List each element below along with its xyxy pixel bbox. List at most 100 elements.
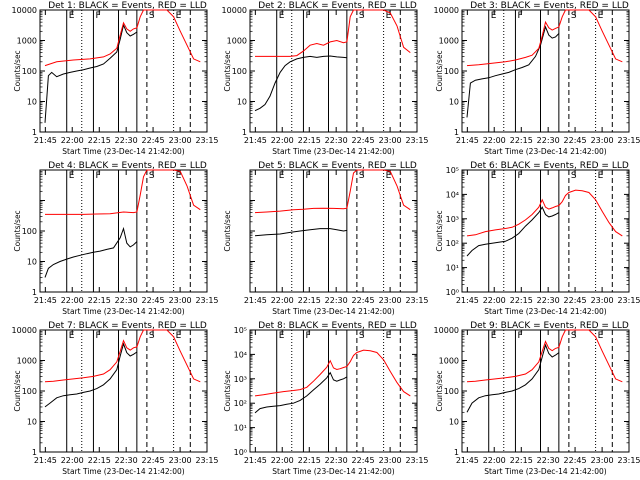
- series-line-events: [254, 55, 347, 112]
- x-tick-label: 21:45: [34, 136, 57, 145]
- x-tick-label: 22:15: [510, 456, 533, 465]
- x-tick-label: 21:45: [456, 136, 479, 145]
- detector-panel-9: Det 9: BLACK = Events, RED = LLD 1 10 100 10…: [434, 321, 640, 476]
- x-tick-label: 22:30: [325, 296, 348, 305]
- panel-title: Det 4: BLACK = Events, RED = LLD: [48, 161, 207, 171]
- y-axis-label: Counts/sec: [435, 210, 444, 251]
- flag-letter: E: [176, 171, 182, 181]
- y-axis-label: Counts/sec: [223, 50, 232, 91]
- panel-title: Det 7: BLACK = Events, RED = LLD: [48, 321, 207, 331]
- flag-letter: F: [95, 11, 100, 21]
- x-tick-label: 21:45: [456, 296, 479, 305]
- flag-letter: E: [279, 331, 285, 341]
- x-tick-label: 22:00: [61, 296, 84, 305]
- x-tick-label: 23:15: [405, 456, 428, 465]
- x-tick-label: 22:00: [271, 456, 294, 465]
- y-tick-label: 1: [454, 448, 459, 457]
- flag-letter: E: [386, 171, 392, 181]
- y-tick-label: 10000: [12, 6, 37, 15]
- x-tick-label: 22:15: [510, 136, 533, 145]
- series-line-lld: [466, 9, 623, 67]
- y-tick-label: 1000: [439, 357, 459, 366]
- series-line-events: [44, 23, 138, 123]
- panel-title: Det 1: BLACK = Events, RED = LLD: [48, 1, 207, 11]
- x-tick-label: 23:15: [617, 136, 640, 145]
- flag-letter: E: [598, 11, 604, 21]
- x-axis-label: Start Time (23-Dec-14 21:42:00): [484, 307, 606, 316]
- x-tick-label: 22:45: [352, 296, 375, 305]
- detector-panel-6: Det 6: BLACK = Events, RED = LLD 10⁰ 10¹ 10…: [435, 161, 640, 316]
- x-tick-label: 23:00: [169, 456, 192, 465]
- x-tick-label: 22:45: [352, 136, 375, 145]
- detector-panel-5: Det 5: BLACK = Events, RED = LLD 21:45 22:…: [223, 161, 429, 316]
- flag-letter: E: [69, 11, 75, 21]
- y-tick-label: 10⁵: [234, 326, 247, 335]
- x-tick-label: 21:45: [244, 456, 267, 465]
- x-tick-label: 22:15: [298, 136, 321, 145]
- x-tick-label: 23:15: [617, 456, 640, 465]
- y-tick-label: 10⁴: [446, 190, 459, 199]
- y-tick-label: 100: [22, 67, 37, 76]
- y-axis-label: Counts/sec: [13, 370, 22, 411]
- y-tick-label: 10⁵: [446, 166, 459, 175]
- x-tick-label: 22:30: [115, 136, 138, 145]
- y-tick-label: 10¹: [446, 264, 459, 273]
- x-axis-label: Start Time (23-Dec-14 21:42:00): [272, 147, 394, 156]
- x-tick-label: 23:00: [591, 296, 614, 305]
- y-tick-label: 100: [22, 387, 37, 396]
- y-tick-label: 10: [27, 98, 37, 107]
- series-line-events: [466, 25, 560, 118]
- y-tick-label: 10000: [434, 326, 459, 335]
- flag-letter: F: [305, 331, 310, 341]
- flag-letter: E: [69, 331, 75, 341]
- y-tick-label: 1: [32, 128, 37, 137]
- detector-panel-7: Det 7: BLACK = Events, RED = LLD 1 10 100 10…: [12, 321, 219, 476]
- flag-letter: S: [149, 331, 155, 341]
- flag-letter: E: [491, 171, 497, 181]
- y-tick-label: 10: [237, 98, 247, 107]
- x-tick-label: 21:45: [244, 136, 267, 145]
- x-tick-label: 23:15: [405, 296, 428, 305]
- x-axis-label: Start Time (23-Dec-14 21:42:00): [62, 467, 184, 476]
- y-tick-label: 10⁴: [234, 350, 247, 359]
- y-tick-label: 1: [32, 448, 37, 457]
- series-line-lld: [466, 189, 623, 237]
- flag-letter: S: [359, 331, 365, 341]
- y-axis-label: Counts/sec: [223, 370, 232, 411]
- x-tick-label: 23:00: [379, 136, 402, 145]
- x-tick-label: 23:15: [617, 296, 640, 305]
- flag-letter: E: [279, 171, 285, 181]
- x-tick-label: 22:45: [142, 296, 165, 305]
- x-axis-label: Start Time (23-Dec-14 21:42:00): [62, 147, 184, 156]
- panel-title: Det 9: BLACK = Events, RED = LLD: [470, 321, 629, 331]
- series-line-lld: [254, 169, 411, 214]
- flag-letter: F: [305, 171, 310, 181]
- flag-letter: F: [95, 171, 100, 181]
- x-tick-label: 22:45: [142, 136, 165, 145]
- x-tick-label: 23:00: [169, 136, 192, 145]
- y-tick-label: 10³: [234, 375, 247, 384]
- y-tick-label: 100: [444, 67, 459, 76]
- x-tick-label: 23:15: [405, 136, 428, 145]
- x-tick-label: 23:15: [195, 296, 218, 305]
- flag-letter: S: [359, 11, 365, 21]
- series-line-events: [466, 343, 560, 413]
- flag-letter: S: [359, 171, 365, 181]
- x-tick-label: 22:45: [564, 456, 587, 465]
- series-line-lld: [45, 169, 201, 215]
- x-tick-label: 23:00: [591, 136, 614, 145]
- y-tick-label: 1: [454, 128, 459, 137]
- series-line-events: [44, 342, 138, 408]
- y-axis-label: Counts/sec: [13, 210, 22, 251]
- x-tick-label: 22:15: [88, 296, 111, 305]
- x-tick-label: 22:30: [537, 136, 560, 145]
- series-line-events: [466, 206, 560, 257]
- y-tick-label: 10⁰: [446, 288, 459, 297]
- plot-frame: [461, 169, 630, 293]
- series-line-lld: [466, 329, 623, 383]
- x-tick-label: 22:00: [483, 296, 506, 305]
- x-axis-label: Start Time (23-Dec-14 21:42:00): [484, 467, 606, 476]
- series-line-lld: [44, 329, 201, 383]
- series-line-lld: [44, 9, 201, 67]
